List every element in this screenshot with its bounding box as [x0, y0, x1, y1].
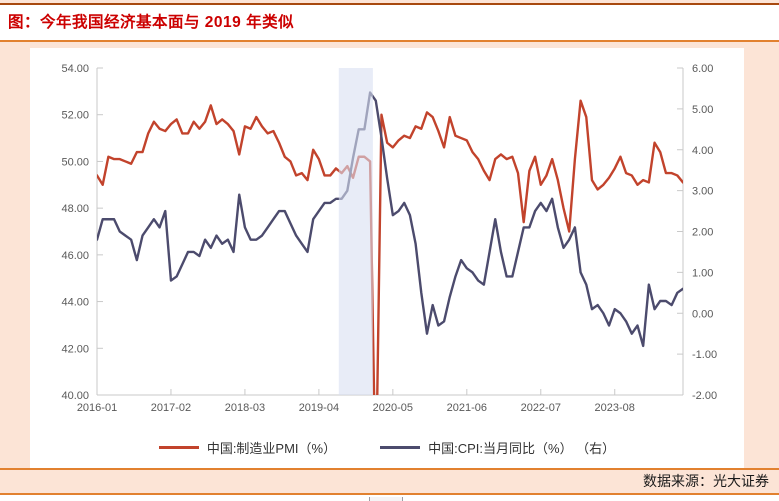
page-gap-marker — [369, 497, 403, 501]
footer-bottom-divider — [0, 493, 779, 495]
svg-text:6.00: 6.00 — [692, 63, 713, 75]
svg-text:2023-08: 2023-08 — [595, 402, 635, 414]
svg-text:2018-03: 2018-03 — [225, 402, 265, 414]
svg-text:42.00: 42.00 — [61, 343, 89, 355]
axes — [96, 67, 684, 396]
chart-legend: 中国:制造业PMI（%） 中国:CPI:当月同比（%） （右） — [30, 436, 744, 458]
cpi-legend-label: 中国:CPI:当月同比（%） （右） — [428, 440, 616, 456]
cpi-line — [97, 91, 683, 348]
svg-text:54.00: 54.00 — [61, 63, 89, 75]
footer-top-divider — [0, 468, 779, 470]
chart-title-bar: 图：今年我国经济基本面与 2019 年类似 — [0, 5, 779, 40]
cpi-line-swatch — [380, 445, 421, 449]
svg-text:48.00: 48.00 — [61, 203, 89, 215]
legend-item-pmi: 中国:制造业PMI（%） — [158, 438, 337, 457]
data-source-note: 数据来源：光大证券 — [643, 473, 769, 489]
svg-text:-1.00: -1.00 — [692, 349, 717, 361]
svg-text:3.00: 3.00 — [692, 186, 713, 198]
svg-text:0.00: 0.00 — [692, 308, 713, 320]
chart-panel: 54.00 52.00 50.00 48.00 46.00 44.00 42.00 40.00… — [30, 48, 744, 469]
svg-text:2020-05: 2020-05 — [373, 402, 413, 414]
svg-text:44.00: 44.00 — [61, 297, 89, 309]
title-underline — [0, 40, 779, 42]
svg-text:2021-06: 2021-06 — [447, 402, 487, 414]
svg-text:52.00: 52.00 — [61, 110, 89, 122]
svg-text:1.00: 1.00 — [692, 267, 713, 279]
pmi-legend-label: 中国:制造业PMI（%） — [206, 440, 337, 456]
legend-item-cpi: 中国:CPI:当月同比（%） （右） — [380, 438, 615, 457]
svg-text:-2.00: -2.00 — [692, 390, 717, 402]
svg-text:46.00: 46.00 — [61, 250, 89, 262]
highlight-band — [338, 68, 373, 395]
chart-plot: 54.00 52.00 50.00 48.00 46.00 44.00 42.00 40.00… — [61, 63, 717, 414]
svg-text:2.00: 2.00 — [692, 227, 713, 239]
pmi-line-swatch — [158, 445, 199, 449]
svg-text:4.00: 4.00 — [692, 145, 713, 157]
top-divider — [0, 3, 779, 5]
svg-text:2022-07: 2022-07 — [521, 402, 561, 414]
svg-text:2019-04: 2019-04 — [299, 402, 339, 414]
page-gap — [0, 495, 779, 501]
pmi-line — [97, 99, 683, 395]
svg-text:40.00: 40.00 — [61, 390, 89, 402]
svg-text:5.00: 5.00 — [692, 104, 713, 116]
chart-title: 图：今年我国经济基本面与 2019 年类似 — [8, 14, 295, 31]
svg-text:2016-01: 2016-01 — [77, 402, 117, 414]
svg-text:50.00: 50.00 — [61, 156, 89, 168]
svg-text:2017-02: 2017-02 — [151, 402, 191, 414]
axis-tick-labels: 54.00 52.00 50.00 48.00 46.00 44.00 42.00 40.00… — [61, 63, 717, 414]
